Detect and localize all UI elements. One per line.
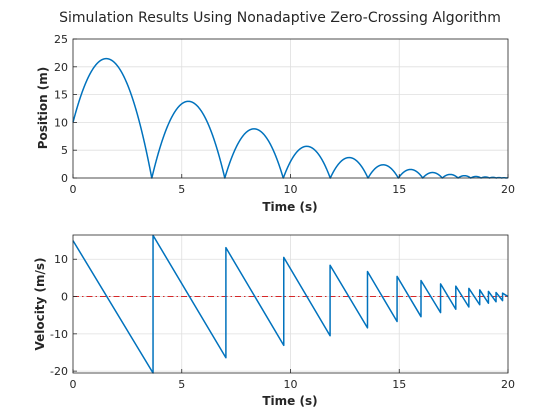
velocity-series [72,234,509,374]
velocity-x-tick-label-5: 5 [178,378,185,391]
position-x-tick-label-20: 20 [501,183,515,196]
position-series [72,57,509,179]
position-plot: 0 5 10 15 20 0 5 10 15 20 25 Time (s) Position (m) [36,33,515,214]
position-line-0 [72,57,509,179]
position-x-tick-label-5: 5 [178,183,185,196]
position-x-axis-label: Time (s) [262,200,317,214]
velocity-line-0 [72,234,509,374]
position-y-tick-label-25: 25 [54,33,68,46]
velocity-y-tick-label--10: -10 [50,328,68,341]
position-y-axis-label: Position (m) [36,67,50,150]
velocity-y-axis-label: Velocity (m/s) [33,257,47,350]
position-y-tick-label-10: 10 [54,116,68,129]
velocity-x-tick-label-0: 0 [70,378,77,391]
velocity-x-axis-label: Time (s) [262,394,317,408]
velocity-y-tick-label-10: 10 [54,253,68,266]
velocity-x-tick-label-20: 20 [501,378,515,391]
velocity-x-tick-label-10: 10 [284,378,298,391]
position-ticks: 0 5 10 15 20 0 5 10 15 20 25 [54,33,515,196]
velocity-y-tick-label--20: -20 [50,365,68,378]
position-y-tick-label-0: 0 [61,172,68,185]
position-x-tick-label-15: 15 [392,183,406,196]
position-y-tick-label-5: 5 [61,144,68,157]
velocity-x-tick-label-15: 15 [392,378,406,391]
velocity-plot: 0 5 10 15 20 -20 -10 0 10 Time (s) Velocity (m/s… [33,234,515,408]
position-x-tick-label-0: 0 [70,183,77,196]
position-x-tick-label-10: 10 [284,183,298,196]
figure-title: Simulation Results Using Nonadaptive Zer… [59,10,501,26]
position-y-tick-label-20: 20 [54,61,68,74]
velocity-ticks: 0 5 10 15 20 -20 -10 0 10 [50,253,515,391]
position-y-tick-label-15: 15 [54,89,68,102]
velocity-y-tick-label-0: 0 [61,291,68,304]
